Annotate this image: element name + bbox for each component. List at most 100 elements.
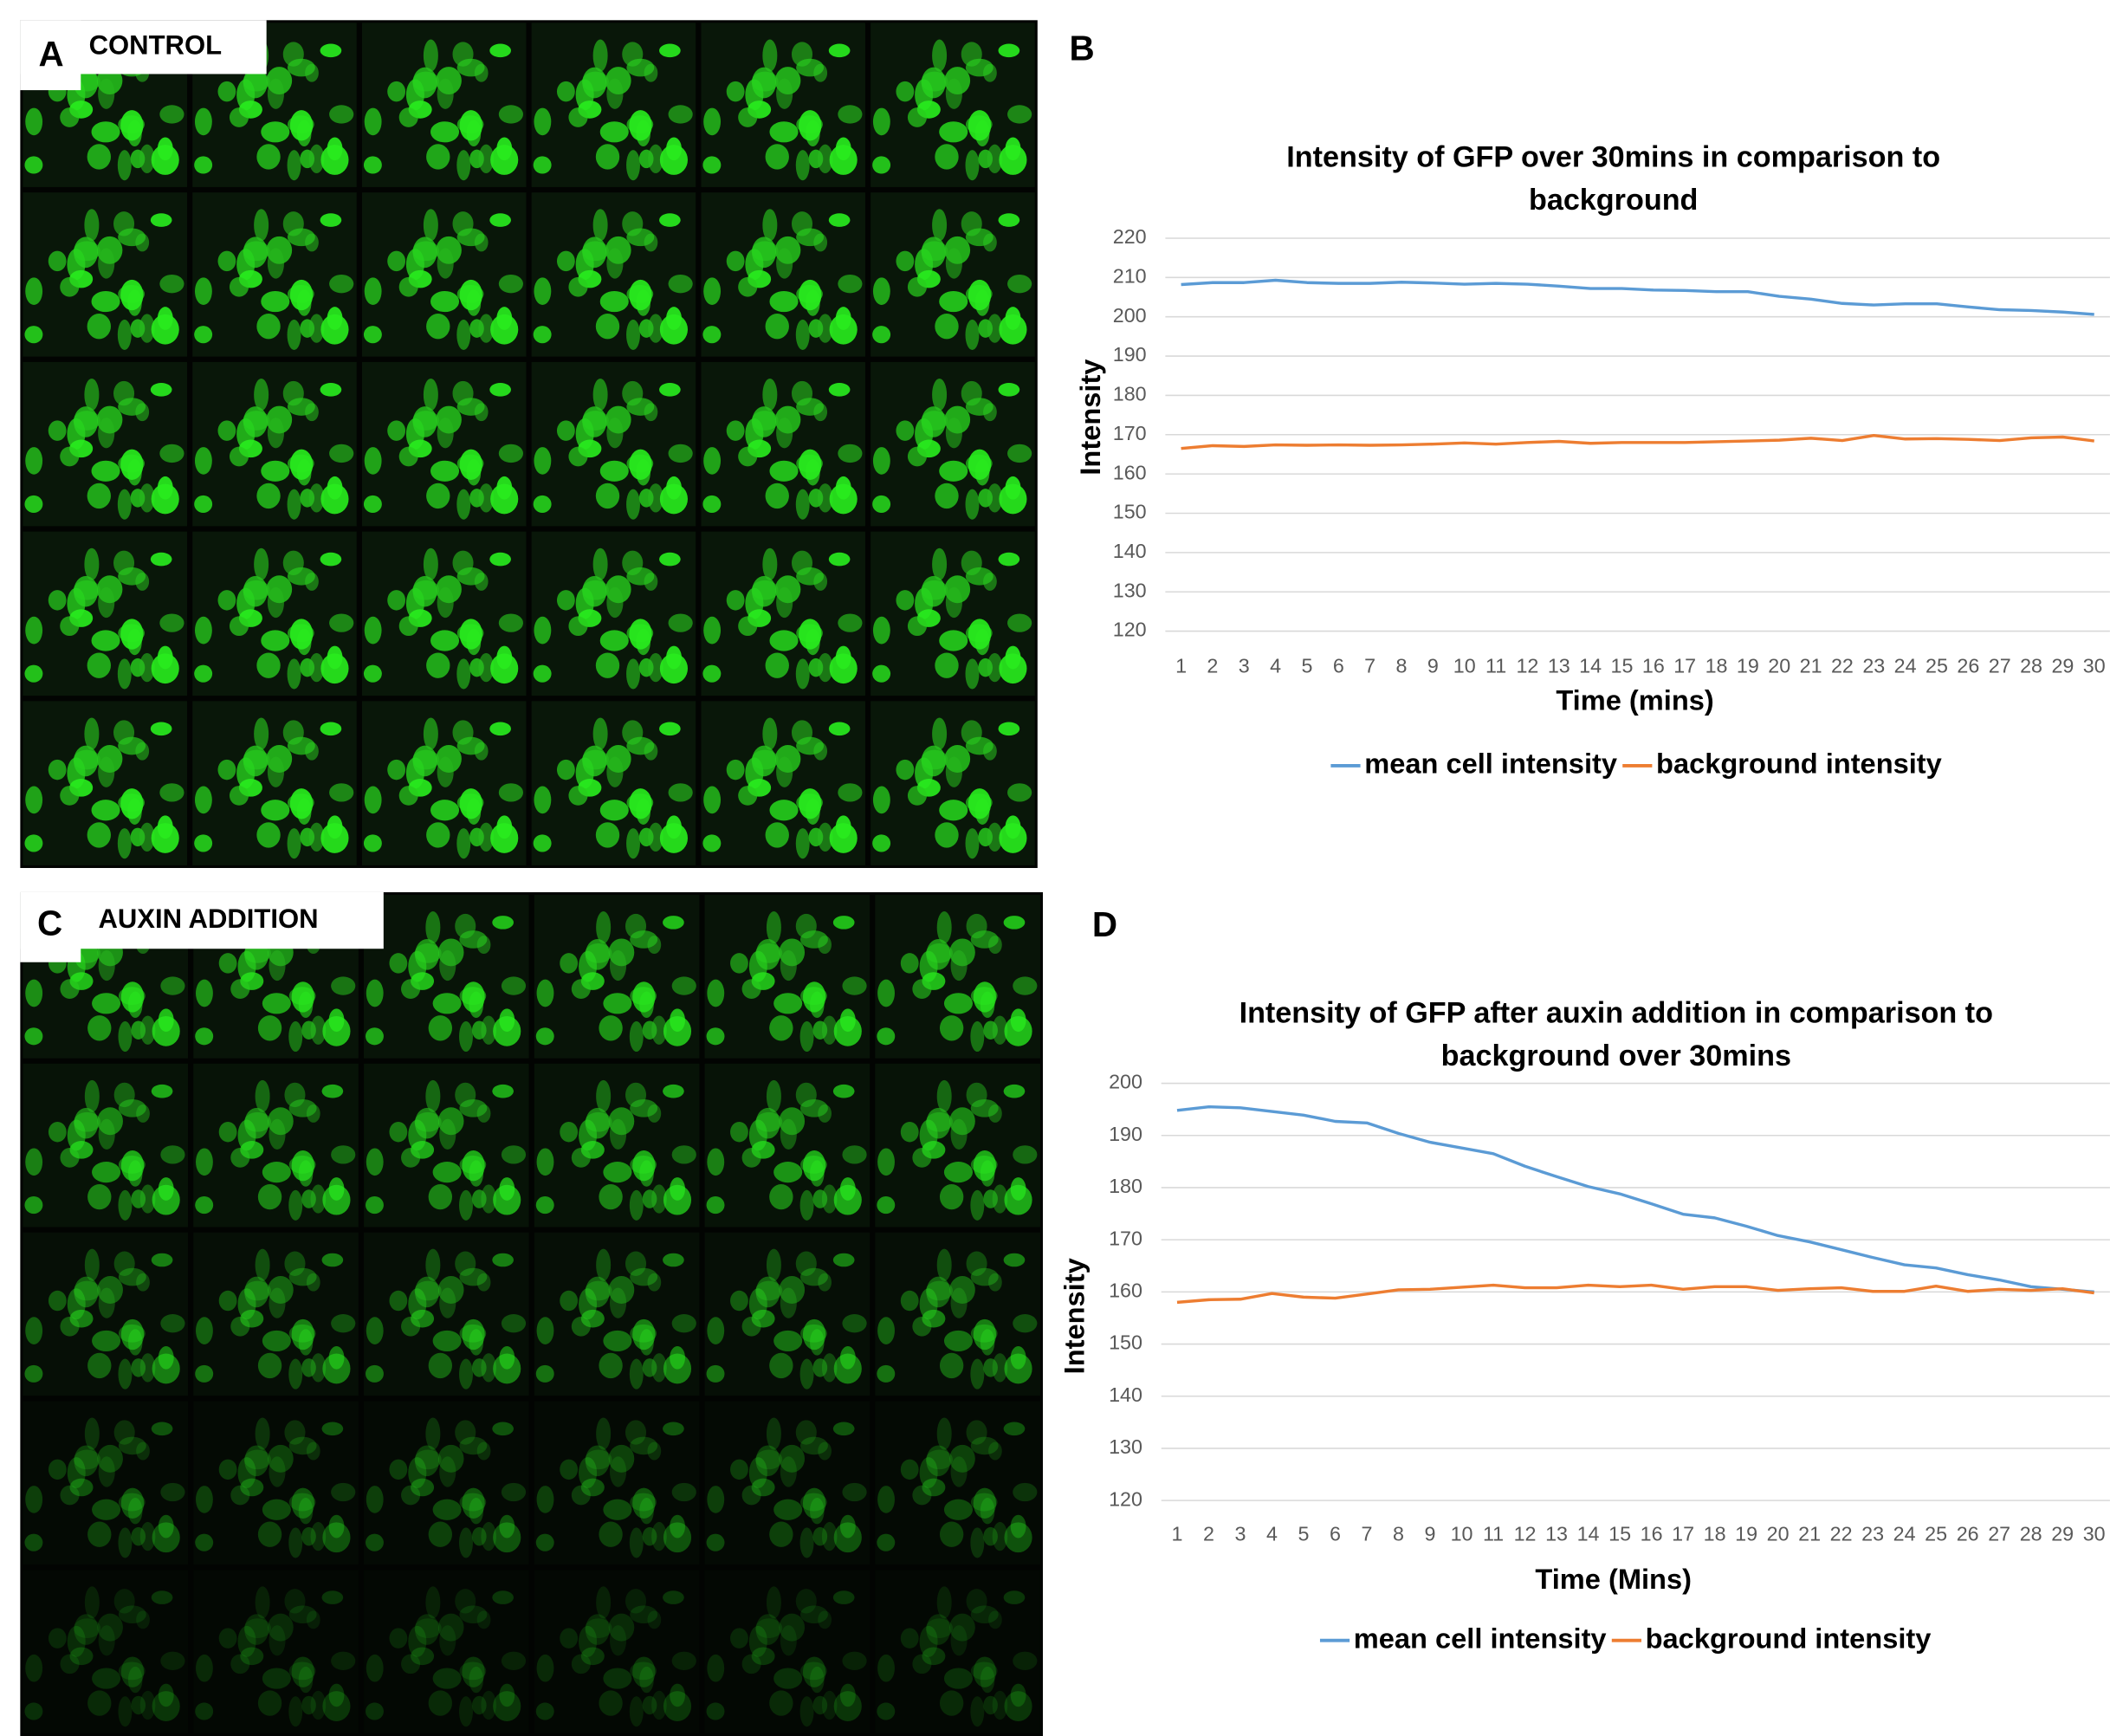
cell	[802, 981, 826, 1013]
cell	[599, 800, 629, 821]
legend-label: mean cell intensity	[1354, 1622, 1607, 1654]
cell	[571, 1654, 591, 1674]
x-tick-label: 10	[1453, 655, 1476, 677]
cell	[935, 652, 959, 678]
cell	[196, 979, 213, 1007]
cell	[322, 1353, 351, 1384]
cell	[120, 1150, 145, 1182]
x-tick-label: 7	[1362, 1523, 1373, 1545]
cell	[998, 722, 1020, 736]
cell	[973, 981, 997, 1013]
x-tick-label: 22	[1830, 1523, 1853, 1545]
x-tick-label: 21	[1798, 1523, 1821, 1545]
cell	[939, 1521, 964, 1547]
x-tick-label: 20	[1768, 655, 1790, 677]
cell	[626, 828, 640, 859]
cell	[432, 1499, 462, 1520]
cell	[289, 619, 314, 650]
cell	[629, 788, 652, 819]
cell	[462, 981, 485, 1013]
cell	[459, 788, 482, 819]
cell	[322, 1522, 351, 1553]
cell	[120, 788, 144, 819]
cell	[877, 1533, 896, 1551]
cell	[603, 1499, 632, 1520]
cell	[647, 1273, 662, 1292]
cell	[935, 483, 959, 509]
cell	[289, 279, 314, 311]
cell	[217, 759, 236, 781]
x-tick-label: 9	[1427, 655, 1439, 677]
cell	[912, 1654, 932, 1674]
cell	[606, 586, 624, 619]
cell	[751, 1478, 775, 1497]
cell	[630, 1436, 658, 1455]
cell	[755, 1445, 780, 1477]
cell	[195, 1364, 214, 1383]
x-tick-label: 14	[1577, 1523, 1600, 1545]
cell	[877, 1196, 896, 1215]
cell	[481, 1353, 496, 1383]
cell	[702, 664, 722, 683]
cell	[535, 1027, 554, 1046]
cell	[629, 1527, 644, 1558]
cell	[92, 1499, 121, 1520]
cell	[730, 1628, 748, 1649]
cell	[194, 447, 212, 475]
cell	[765, 314, 789, 340]
cell	[1007, 274, 1032, 294]
cell	[254, 209, 269, 242]
cell	[992, 1521, 1008, 1551]
cell	[415, 1276, 439, 1308]
cell	[492, 1253, 514, 1267]
cell	[939, 1015, 964, 1041]
cell	[426, 483, 450, 509]
cell	[254, 717, 269, 750]
cell	[328, 1683, 345, 1707]
cell	[387, 590, 406, 611]
cell	[629, 1696, 644, 1727]
cell	[762, 547, 778, 580]
cell	[60, 979, 80, 999]
cell	[74, 1445, 99, 1477]
cell	[492, 1084, 514, 1098]
cell	[762, 209, 778, 242]
cell	[998, 43, 1020, 58]
cell	[970, 1436, 999, 1455]
cell	[498, 444, 524, 463]
cell	[796, 567, 825, 586]
x-tick-label: 19	[1737, 655, 1759, 677]
cell	[821, 1690, 838, 1720]
cell	[632, 1656, 656, 1687]
cell	[120, 981, 145, 1013]
cell	[320, 383, 342, 397]
cell	[810, 1498, 825, 1525]
cell	[289, 449, 314, 481]
cell	[828, 213, 851, 227]
cell	[255, 1586, 270, 1619]
cell	[91, 460, 120, 482]
cell	[663, 1590, 684, 1604]
cell	[799, 1020, 814, 1053]
cell	[364, 107, 382, 136]
cell	[493, 1691, 521, 1721]
cell	[779, 1276, 806, 1305]
cell	[829, 823, 858, 853]
cell	[98, 756, 115, 787]
x-tick-label: 18	[1704, 1523, 1726, 1545]
x-axis-label: Time (Mins)	[1535, 1563, 1692, 1595]
cell	[331, 1482, 356, 1502]
tile-background	[704, 1401, 871, 1565]
cell	[158, 1683, 174, 1707]
cell	[194, 616, 212, 645]
y-tick-label: 150	[1109, 1331, 1142, 1354]
cell	[776, 418, 793, 449]
cell	[625, 1589, 647, 1614]
cell	[659, 823, 688, 853]
legend-label: background intensity	[1646, 1622, 1932, 1654]
cell	[117, 828, 132, 859]
cell	[329, 783, 354, 802]
cell	[389, 953, 408, 974]
cell	[310, 1015, 327, 1045]
cell	[560, 953, 579, 974]
